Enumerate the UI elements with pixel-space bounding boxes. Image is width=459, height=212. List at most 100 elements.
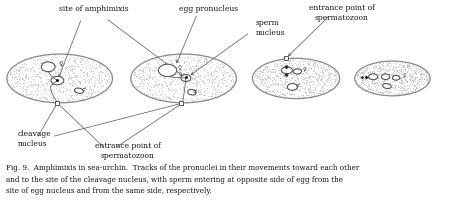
Point	[294, 84, 301, 87]
Point	[37, 55, 44, 58]
Point	[358, 77, 366, 81]
Point	[250, 78, 257, 81]
Point	[36, 67, 43, 70]
Point	[383, 63, 391, 66]
Point	[77, 59, 84, 63]
Point	[213, 89, 221, 92]
Point	[155, 84, 162, 87]
Point	[255, 84, 263, 87]
Point	[94, 77, 101, 81]
Point	[224, 77, 231, 80]
Point	[323, 77, 330, 80]
Point	[325, 88, 332, 91]
Point	[27, 92, 34, 95]
Point	[293, 87, 300, 91]
Point	[377, 67, 385, 71]
Point	[416, 67, 424, 71]
Point	[380, 75, 387, 79]
Point	[204, 91, 212, 94]
Point	[21, 76, 28, 79]
Point	[157, 59, 165, 62]
Point	[315, 75, 323, 78]
Point	[48, 70, 55, 73]
Point	[379, 61, 386, 64]
Point	[304, 79, 311, 82]
Point	[161, 80, 168, 84]
Point	[78, 66, 85, 69]
Point	[289, 65, 296, 69]
Point	[146, 92, 154, 96]
Point	[425, 80, 432, 83]
Point	[381, 85, 388, 88]
Point	[273, 75, 280, 78]
Point	[369, 81, 376, 84]
Point	[186, 66, 193, 69]
Point	[101, 71, 108, 74]
Point	[251, 73, 258, 77]
Point	[364, 66, 371, 69]
Point	[412, 69, 420, 73]
Point	[399, 70, 406, 73]
Point	[73, 74, 80, 78]
Point	[373, 89, 381, 92]
Point	[267, 82, 274, 86]
Point	[106, 79, 113, 82]
Point	[401, 88, 408, 92]
Point	[409, 80, 416, 84]
Point	[285, 71, 293, 75]
Point	[47, 88, 54, 91]
Point	[364, 75, 371, 78]
Point	[151, 82, 159, 85]
Point	[40, 84, 47, 88]
Point	[385, 62, 392, 65]
Point	[268, 89, 275, 93]
Point	[149, 83, 156, 87]
Point	[136, 84, 144, 87]
Point	[169, 79, 176, 83]
Point	[381, 77, 388, 81]
Point	[202, 97, 209, 100]
Point	[43, 96, 50, 100]
Point	[7, 78, 14, 81]
Point	[37, 71, 44, 74]
Point	[373, 81, 380, 85]
Point	[39, 96, 46, 99]
Point	[229, 83, 236, 86]
Point	[189, 82, 196, 85]
Point	[226, 73, 234, 77]
Point	[163, 56, 170, 59]
Point	[386, 72, 393, 75]
Point	[95, 76, 102, 79]
Point	[173, 89, 180, 92]
Point	[304, 75, 311, 79]
Point	[278, 64, 285, 67]
Point	[193, 81, 201, 85]
Point	[216, 66, 224, 69]
Point	[207, 94, 215, 98]
Point	[8, 70, 15, 74]
Point	[33, 92, 40, 95]
Point	[415, 70, 423, 73]
Point	[167, 55, 174, 58]
Point	[95, 71, 102, 74]
Point	[357, 72, 364, 75]
Point	[67, 56, 74, 60]
Point	[221, 78, 228, 81]
Point	[401, 84, 408, 88]
Point	[84, 77, 92, 80]
Point	[71, 97, 78, 100]
Point	[46, 64, 54, 68]
Point	[189, 57, 196, 61]
Point	[60, 60, 67, 63]
Point	[384, 81, 392, 84]
Point	[195, 92, 202, 96]
Point	[32, 97, 39, 101]
Point	[138, 89, 145, 93]
Point	[198, 91, 205, 95]
Point	[386, 92, 393, 95]
Point	[362, 66, 369, 70]
Point	[304, 68, 312, 72]
Point	[194, 79, 201, 83]
Point	[161, 96, 168, 99]
Point	[282, 62, 289, 66]
